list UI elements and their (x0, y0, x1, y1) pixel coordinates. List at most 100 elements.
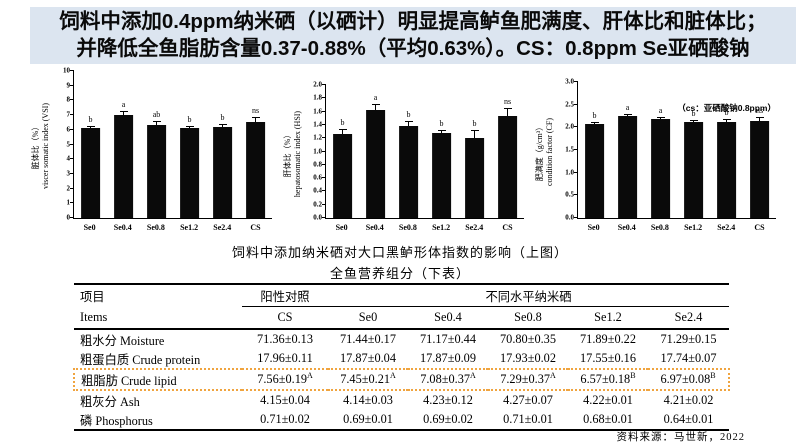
y-tick-label: 7 (66, 110, 71, 119)
bar (650, 118, 671, 218)
header-nano-se-group: 不同水平纳米硒 (328, 283, 730, 307)
table-cell: 7.29±0.37A (488, 368, 568, 391)
table-cell: 4.21±0.02 (663, 393, 714, 407)
y-tick-label: 0.8 (313, 160, 322, 169)
bar (179, 128, 200, 218)
table-cell: 17.96±0.11 (257, 351, 313, 365)
table-cell: 0.64±0.01 (648, 410, 730, 431)
bar-slot: ns (239, 71, 272, 218)
bars-container: b a b b b ns (326, 85, 524, 218)
y-tick (322, 97, 326, 99)
chart-hepatosomatic-index: 肝体比（%） hepatosomatic index (HSI) b a b b b ns… (280, 81, 532, 238)
y-tick (322, 177, 326, 179)
y-axis-label: 肥满度（g/cm³） condition factor (CF) (535, 118, 555, 186)
bar-slot: b (173, 71, 206, 218)
significance-label: a (121, 99, 126, 109)
y-tick-label: 1.2 (313, 133, 322, 142)
y-tick-label: 0.2 (313, 200, 322, 209)
bar-slot: ab (140, 71, 173, 218)
charts-caption: 饲料中添加纳米硒对大口黑鲈形体指数的影响（上图） (231, 245, 568, 260)
column-header: Se1.2 (568, 306, 648, 330)
bar-slot: b (392, 85, 425, 218)
table-cell: 7.45±0.21A (328, 368, 408, 391)
bar-slot: b (326, 85, 359, 218)
bar-slot: b (74, 71, 107, 218)
bar (113, 115, 134, 218)
y-tick (70, 84, 74, 86)
table-cell: 4.23±0.12 (423, 393, 473, 407)
y-tick-label: 1 (66, 198, 71, 207)
x-axis-labels: Se0 Se0.4 Se0.8 Se1.2 Se2.4 CS (325, 219, 524, 238)
y-tick-label: 1.0 (565, 168, 574, 177)
table-cell: 70.80±0.35 (500, 332, 556, 346)
table-cell: 0.69±0.01 (328, 410, 408, 431)
y-tick (70, 128, 74, 130)
y-tick (322, 84, 326, 85)
y-axis-label-cn: 肝体比（%） (283, 130, 292, 178)
x-axis-label: Se1.2 (432, 223, 451, 232)
table-cell: 71.29±0.15 (660, 332, 717, 346)
bar (398, 125, 419, 218)
headline-banner: 饲料中添加0.4ppm纳米硒（以硒计）明显提高鲈鱼肥满度、肝体比和脏体比； 并降… (30, 7, 796, 64)
bar (617, 116, 638, 218)
table-row: 粗灰分 Ash 4.15±0.04 4.14±0.03 4.23±0.12 4.27±0… (74, 390, 729, 410)
header-positive-control: 阳性对照 (242, 283, 328, 307)
significance-label: a (373, 93, 378, 103)
data-source: 资料来源：马世新，2022 (616, 432, 745, 443)
significance-label: b (220, 112, 225, 122)
y-tick-label: 3.0 (565, 77, 574, 86)
x-axis-label: Se0.4 (365, 223, 384, 232)
error-bar (722, 119, 731, 122)
x-axis-label: Se0.8 (398, 223, 417, 232)
y-tick (70, 217, 74, 218)
y-tick-label: 3 (66, 169, 71, 178)
error-bar (689, 120, 698, 123)
table-caption: 全鱼营养组分（下表） (329, 266, 470, 281)
significance-label: b (724, 108, 729, 118)
table-cell: 6.97±0.08B (648, 368, 731, 391)
table-cell: 4.14±0.03 (343, 393, 393, 407)
cs-annotation: （cs：亚硒酸钠0.8ppm） (677, 103, 776, 114)
charts-row: 脏体比（%） viscer somatic index (VSI) b a ab b b… (28, 66, 784, 238)
y-tick (70, 202, 74, 204)
y-tick (322, 217, 326, 218)
table-cell: 17.74±0.07 (660, 351, 717, 365)
error-bar (755, 116, 764, 121)
y-tick-label: 10 (63, 66, 70, 75)
bar (212, 126, 233, 218)
significance-label: b (88, 115, 93, 125)
y-tick-label: 0.6 (313, 173, 322, 182)
x-axis-label: Se2.4 (465, 223, 484, 232)
plot-area: b a a b b ns （cs：亚硒酸钠0.8ppm） 0.0 0.5 1.0 1.5 2.0 2… (565, 78, 776, 221)
bar (146, 124, 167, 218)
y-tick-label: 5 (66, 140, 71, 148)
error-bar (590, 122, 599, 125)
y-tick (574, 81, 578, 82)
table-cell: 4.22±0.01 (583, 393, 633, 407)
y-tick-label: 4 (66, 154, 71, 163)
significance-label: b (691, 109, 696, 119)
y-tick-label: 1.0 (313, 147, 322, 155)
y-tick-label: 2.0 (565, 122, 574, 131)
error-bar (218, 123, 227, 127)
chart-condition-factor: 肥满度（g/cm³） condition factor (CF) b a a b b ns… (532, 78, 784, 238)
y-tick-label: 2.5 (565, 100, 574, 109)
x-axis-labels: Se0 Se0.4 Se0.8 Se1.2 Se2.4 CS (73, 219, 272, 238)
significance-label: a (625, 103, 630, 113)
y-tick-label: 6 (66, 125, 71, 134)
y-axis-label-column: 脏体比（%） viscer somatic index (VSI) (28, 71, 54, 238)
y-tick-label: 1.4 (313, 120, 322, 129)
x-axis-label: CS (754, 223, 765, 232)
significance-label: b (406, 109, 411, 119)
bar-slot: ns (743, 82, 776, 218)
table-cell: 17.87±0.04 (340, 351, 396, 365)
y-tick (70, 158, 74, 160)
table-header-columns-row: Items CS Se0 Se0.4 Se0.8 Se1.2 Se2.4 (74, 306, 730, 330)
bars-container: b a ab b b ns (74, 71, 272, 218)
significance-label: b (187, 115, 192, 125)
bar (584, 124, 605, 218)
plot-area: b a ab b b ns 0 1 2 3 4 5 6 7 8 9 10 (63, 67, 272, 221)
x-axis-label: Se2.4 (213, 223, 232, 232)
error-bar (86, 126, 95, 129)
